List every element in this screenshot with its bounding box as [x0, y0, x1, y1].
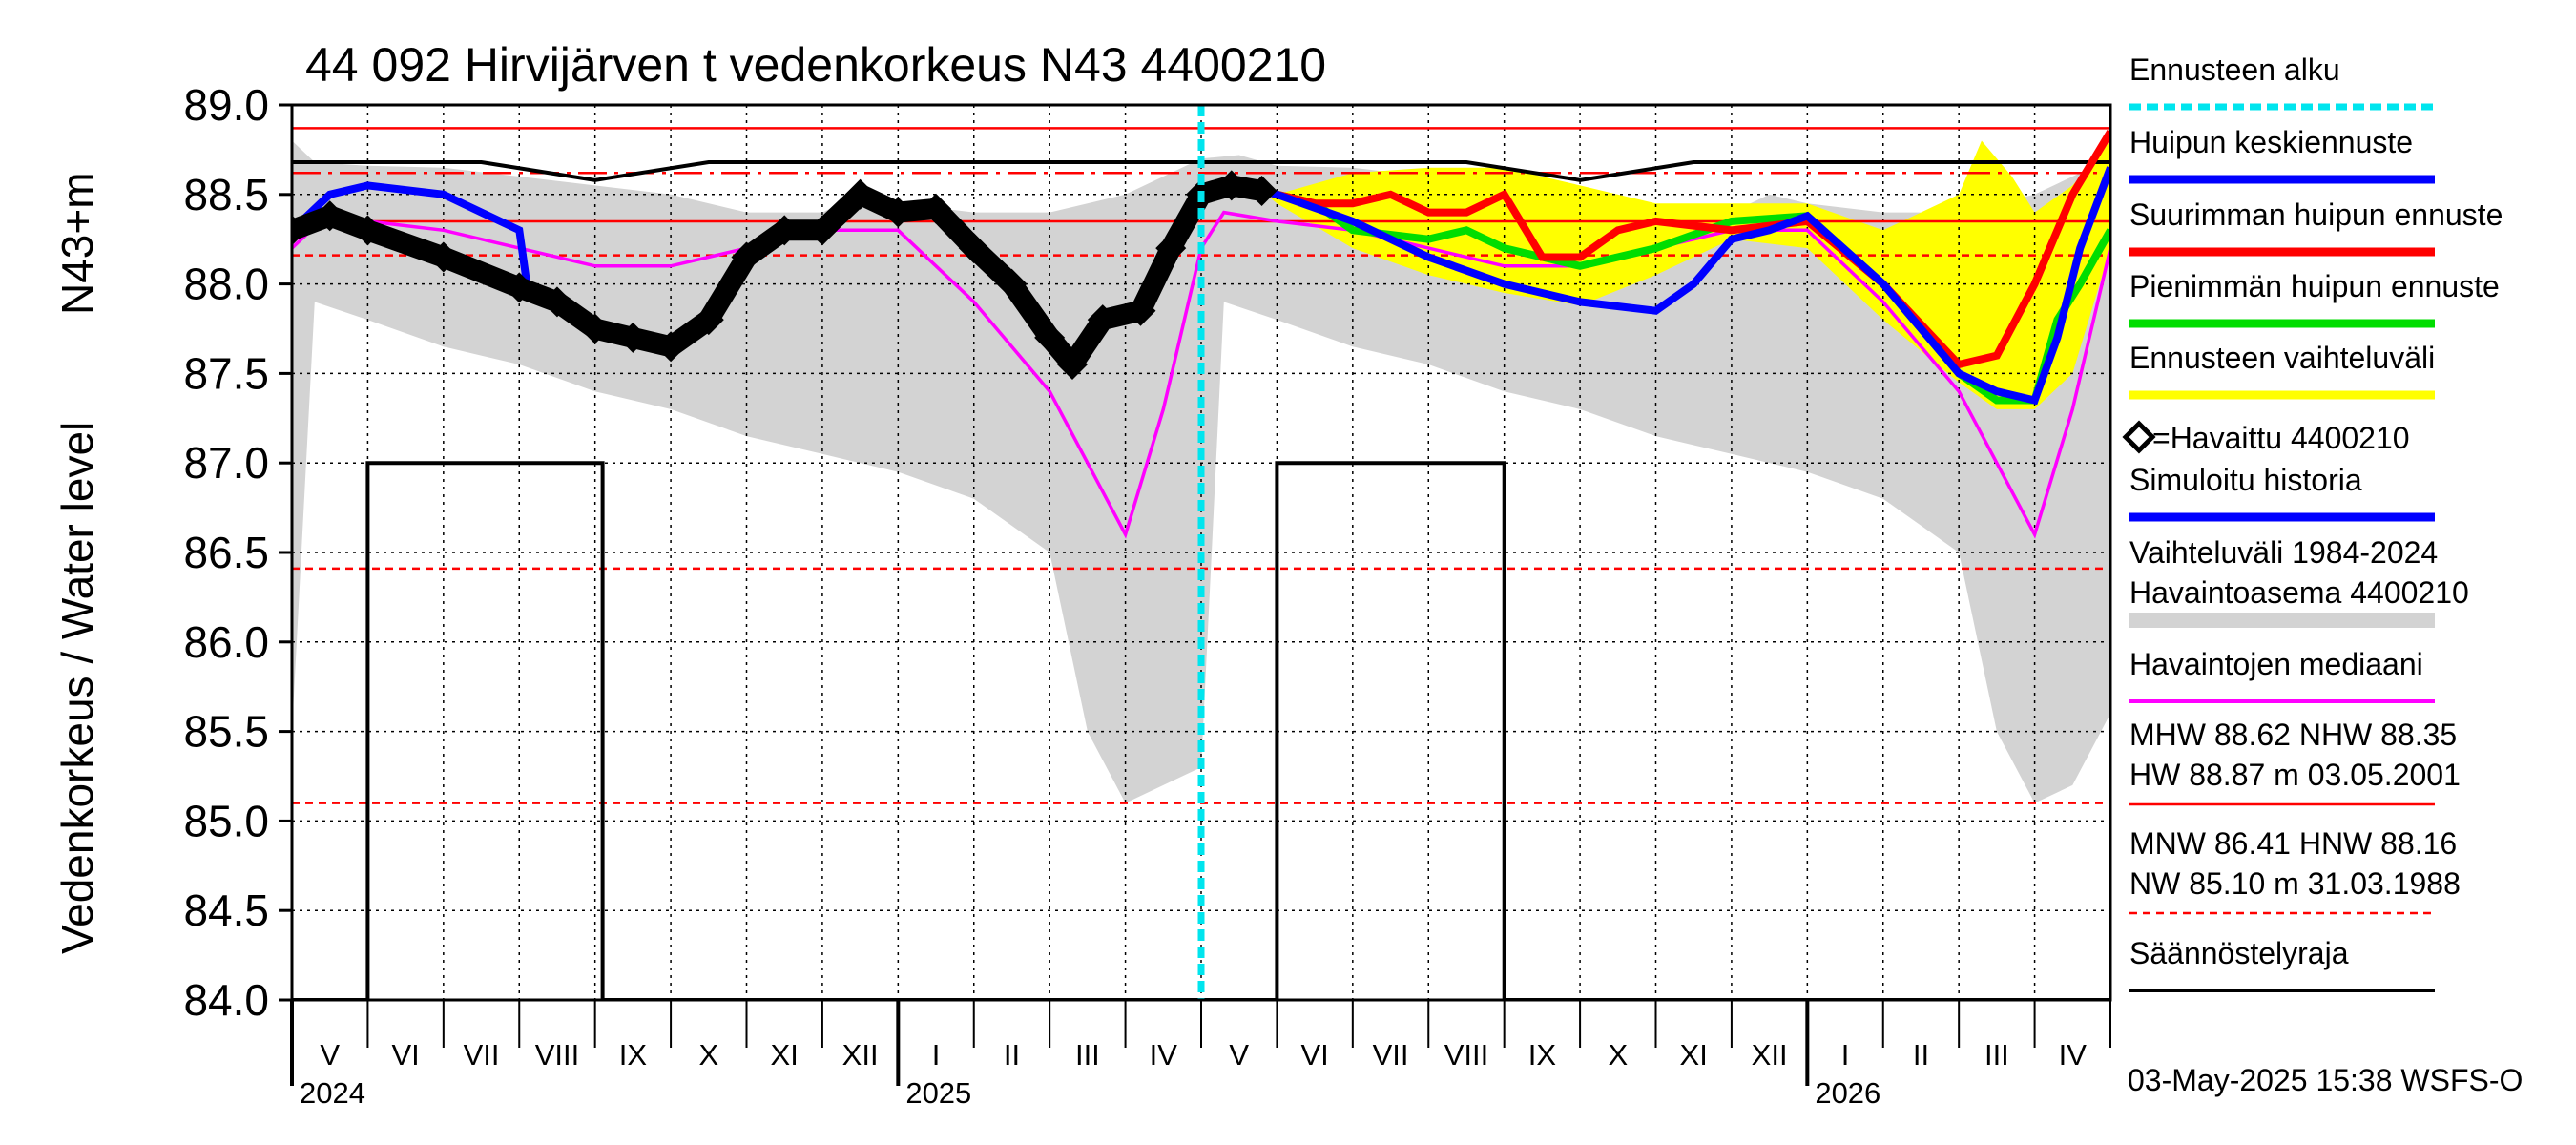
month-label: XI — [1680, 1038, 1708, 1072]
month-label: VIII — [535, 1038, 580, 1072]
observed-point — [693, 304, 724, 336]
forecast-mean-line — [1260, 166, 2110, 406]
observed-point — [1246, 176, 1278, 207]
month-label: VI — [1300, 1038, 1328, 1072]
legend-stats-1: MHW 88.62 NHW 88.35 — [2129, 718, 2457, 752]
month-label: VII — [464, 1038, 500, 1072]
legend-min-forecast-label: Pienimmän huipun ennuste — [2129, 269, 2500, 303]
observed-point — [1215, 170, 1247, 201]
month-label: XII — [1752, 1038, 1788, 1072]
month-label: III — [1984, 1038, 2009, 1072]
month-label: II — [1913, 1038, 1929, 1072]
legend-stats-2: HW 88.87 m 03.05.2001 — [2129, 758, 2461, 792]
observed-point — [958, 233, 989, 264]
legend-range-label-1: Vaihteluväli 1984-2024 — [2129, 535, 2438, 570]
observed-point — [1125, 295, 1156, 326]
legend-range-label-2: Havaintoasema 4400210 — [2129, 575, 2469, 610]
legend-forecast-range-label: Ennusteen vaihteluväli — [2129, 341, 2435, 375]
observed-point — [921, 193, 952, 224]
observed-point — [579, 313, 611, 344]
y-tick-label: 84.0 — [183, 975, 269, 1025]
month-label: VIII — [1444, 1038, 1489, 1072]
y-tick-label: 84.5 — [183, 885, 269, 935]
legend-observed-label: =Havaittu 4400210 — [2152, 421, 2410, 455]
month-label: I — [1841, 1038, 1850, 1072]
y-tick-label: 85.0 — [183, 796, 269, 845]
chart-title: 44 092 Hirvijärven t vedenkorkeus N43 44… — [305, 38, 1326, 92]
month-label: IX — [619, 1038, 648, 1072]
observed-point — [504, 272, 535, 303]
observed-point — [1155, 233, 1187, 264]
observed-point — [996, 268, 1028, 300]
y-tick-label: 87.0 — [183, 438, 269, 488]
month-label: IX — [1528, 1038, 1557, 1072]
year-label: 2024 — [300, 1076, 365, 1110]
legend-simulated-label: Simuloitu historia — [2129, 463, 2362, 497]
month-label: VII — [1373, 1038, 1409, 1072]
observed-point — [806, 215, 838, 246]
forecast-max-line — [1260, 130, 2110, 369]
month-label: V — [1229, 1038, 1249, 1072]
month-label: IV — [1150, 1038, 1178, 1072]
plot-content — [292, 105, 2110, 1000]
legend: Ennusteen alku Huipun keskiennuste Suurimm… — [2122, 52, 2503, 992]
observed-point — [883, 197, 914, 228]
year-label: 2026 — [1815, 1076, 1880, 1110]
observed-point — [352, 215, 384, 246]
y-tick-label: 88.5 — [183, 170, 269, 219]
month-label: IV — [2059, 1038, 2088, 1072]
observed-point — [769, 215, 800, 246]
legend-mean-forecast-label: Huipun keskiennuste — [2129, 125, 2413, 159]
y-tick-label: 87.5 — [183, 348, 269, 398]
observed-point — [427, 241, 459, 273]
regulation-limit-lower — [292, 461, 2110, 1000]
observed-point — [292, 215, 307, 246]
month-label: X — [1608, 1038, 1628, 1072]
simulated-history-line — [292, 181, 531, 285]
month-label: XI — [771, 1038, 799, 1072]
legend-stats-4: NW 85.10 m 31.03.1988 — [2129, 866, 2461, 901]
month-label: XII — [842, 1038, 879, 1072]
y-axis-label: Vedenkorkeus / Water level — [52, 422, 102, 954]
month-label: V — [320, 1038, 340, 1072]
observed-point — [617, 322, 649, 353]
observed-point — [1056, 349, 1088, 381]
legend-forecast-start-label: Ennusteen alku — [2129, 52, 2340, 87]
y-tick-label: 89.0 — [183, 80, 269, 130]
month-label: X — [698, 1038, 718, 1072]
year-label: 2025 — [905, 1076, 971, 1110]
observed-point — [1034, 322, 1066, 353]
month-label: I — [932, 1038, 941, 1072]
timestamp-footer: 03-May-2025 15:38 WSFS-O — [2128, 1063, 2523, 1097]
plot-area — [292, 105, 2110, 1000]
y-tick-label: 86.5 — [183, 528, 269, 577]
observed-point — [314, 200, 345, 232]
observed-point — [541, 286, 572, 318]
y-axis-unit: N43+m — [52, 172, 102, 315]
legend-stats-3: MNW 86.41 HNW 88.16 — [2129, 826, 2457, 861]
observed-point — [655, 331, 687, 363]
axes: 84.0 84.5 85.0 85.5 86.0 86.5 87.0 87.5 88.0 88.5… — [183, 80, 2112, 1110]
y-tick-label: 88.0 — [183, 260, 269, 309]
observed-point — [844, 178, 876, 210]
month-label: II — [1004, 1038, 1020, 1072]
observed-point — [731, 241, 762, 273]
legend-regulation-label: Säännöstelyraja — [2129, 936, 2349, 970]
observed-point — [1087, 304, 1118, 336]
month-label: III — [1075, 1038, 1100, 1072]
legend-max-forecast-label: Suurimman huipun ennuste — [2129, 198, 2503, 232]
y-tick-label: 86.0 — [183, 617, 269, 667]
legend-observed-marker — [2122, 420, 2156, 454]
month-label: VI — [391, 1038, 419, 1072]
y-tick-label: 85.5 — [183, 707, 269, 757]
legend-median-label: Havaintojen mediaani — [2129, 647, 2423, 681]
